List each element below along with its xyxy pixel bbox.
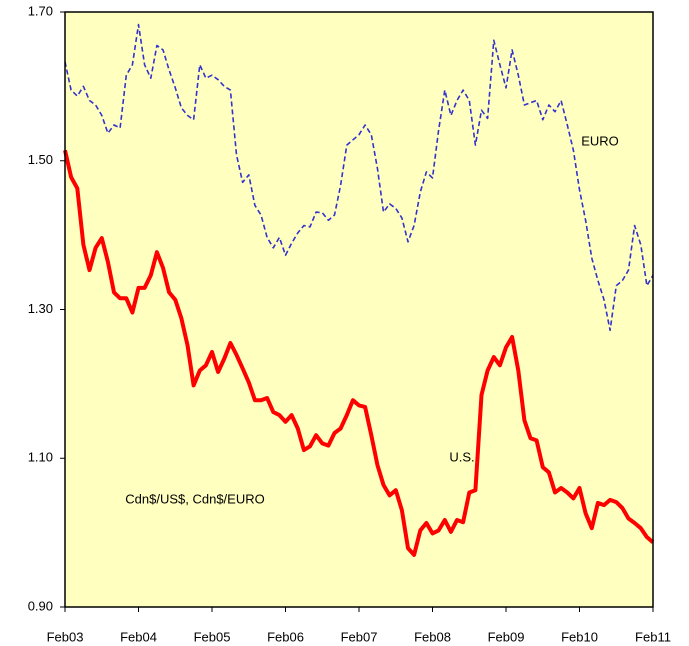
y-tick-label: 1.30 xyxy=(28,301,53,316)
x-tick-label: Feb08 xyxy=(414,629,451,644)
x-tick-label: Feb11 xyxy=(635,629,671,644)
series-label: EURO xyxy=(581,133,619,148)
x-tick-label: Feb05 xyxy=(194,629,231,644)
series-line xyxy=(63,149,655,557)
series-layer xyxy=(63,23,655,557)
y-tick-label: 1.10 xyxy=(28,450,53,465)
x-tick-label: Feb04 xyxy=(120,629,157,644)
plot-area xyxy=(65,12,653,607)
x-tick-label: Feb03 xyxy=(47,629,84,644)
x-tick-label: Feb10 xyxy=(561,629,598,644)
series-line xyxy=(64,23,654,332)
y-tick-label: 1.50 xyxy=(28,152,53,167)
x-tick-label: Feb07 xyxy=(341,629,378,644)
x-tick-label: Feb06 xyxy=(267,629,304,644)
y-tick-label: 0.90 xyxy=(28,598,53,613)
series-label: U.S. xyxy=(449,449,474,464)
x-tick-label: Feb09 xyxy=(488,629,525,644)
annotation: Cdn$/US$, Cdn$/EURO xyxy=(125,491,264,506)
y-tick-label: 1.70 xyxy=(28,3,53,18)
